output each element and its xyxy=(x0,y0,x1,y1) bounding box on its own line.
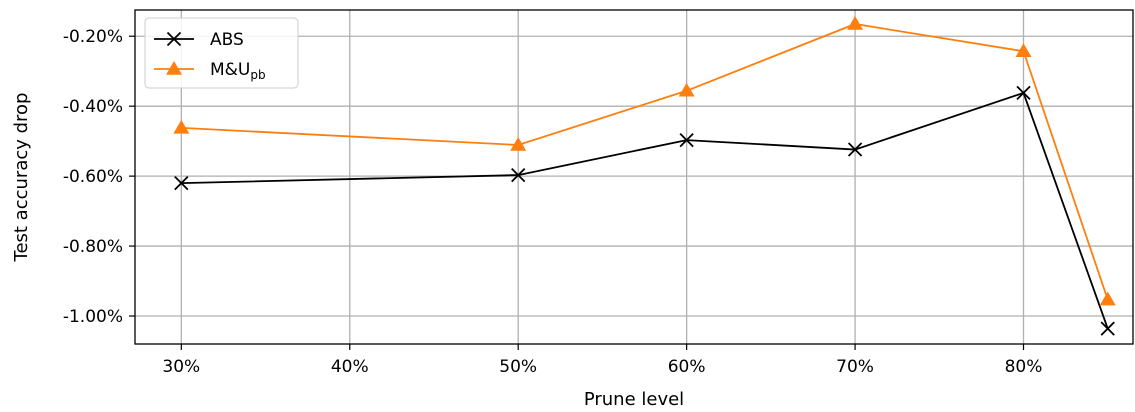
data-point xyxy=(1100,321,1115,336)
legend-entry: ABS xyxy=(154,30,244,50)
data-point xyxy=(173,119,190,134)
plot-frame xyxy=(134,9,1134,345)
x-axis-ticks: 30% 40% 50% 60% 70% 80% xyxy=(162,344,1042,377)
data-point xyxy=(847,15,864,30)
x-tick-label: 70% xyxy=(836,357,874,377)
legend: ABS M&Upb xyxy=(144,17,299,89)
y-tick-label: -1.00% xyxy=(63,307,123,327)
x-tick-label: 40% xyxy=(331,357,369,377)
data-point xyxy=(510,136,527,151)
y-axis-title: Test accuracy drop xyxy=(11,93,32,263)
x-tick-label: 30% xyxy=(162,357,200,377)
y-tick-label: -0.40% xyxy=(63,97,123,117)
legend-marker xyxy=(166,61,182,75)
series-abs xyxy=(174,85,1115,336)
grid-lines xyxy=(135,10,1133,344)
legend-box xyxy=(144,17,299,89)
y-tick-label: -0.60% xyxy=(63,167,123,187)
data-point xyxy=(1099,291,1116,306)
series-line xyxy=(181,91,1109,329)
series-line xyxy=(181,23,1109,300)
legend-label: M&Upb xyxy=(210,60,266,82)
data-point xyxy=(1016,85,1031,101)
x-tick-label: 80% xyxy=(1005,357,1043,377)
x-tick-label: 60% xyxy=(668,357,706,377)
data-point xyxy=(679,132,694,148)
series-layer xyxy=(173,15,1116,336)
x-tick-label: 50% xyxy=(499,357,537,377)
legend-label: ABS xyxy=(210,30,244,50)
legend-entry: M&Upb xyxy=(154,60,266,82)
y-axis-ticks: -0.20% -0.40% -0.60% -0.80% -1.00% xyxy=(63,27,135,327)
data-point xyxy=(511,167,526,183)
y-tick-label: -0.80% xyxy=(63,237,123,257)
y-tick-label: -0.20% xyxy=(63,27,123,47)
series-mu-pb xyxy=(173,15,1116,306)
data-point xyxy=(1015,43,1032,58)
data-point xyxy=(847,142,863,157)
x-axis-title: Prune level xyxy=(584,389,684,410)
data-point xyxy=(174,175,189,191)
data-point xyxy=(678,82,695,97)
legend-marker xyxy=(166,31,182,47)
